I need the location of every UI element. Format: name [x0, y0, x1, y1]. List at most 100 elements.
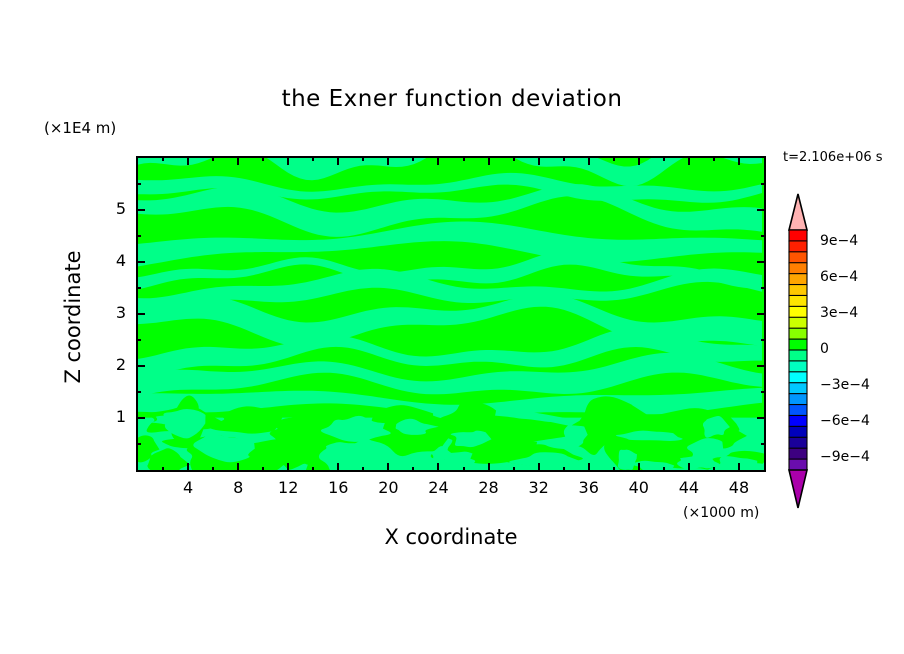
y-tick	[757, 365, 766, 367]
colorbar-tick-label: 3e−4	[820, 305, 859, 321]
y-tick	[136, 417, 145, 419]
x-tick	[687, 463, 690, 472]
x-axis-unit-label: (×1000 m)	[683, 505, 760, 521]
y-tick	[136, 261, 145, 263]
minor-tick	[162, 156, 165, 161]
minor-tick	[212, 156, 215, 161]
minor-tick	[761, 235, 766, 237]
timestamp-label: t=2.106e+06 s	[783, 150, 883, 165]
y-axis-unit-label: (×1E4 m)	[44, 119, 117, 137]
colorbar-cap-bottom	[787, 469, 809, 509]
minor-tick	[662, 467, 665, 472]
minor-tick	[136, 235, 141, 237]
colorbar-cap-top	[787, 193, 809, 231]
minor-tick	[312, 156, 315, 161]
colorbar-band	[788, 240, 808, 253]
y-tick-label: 1	[115, 407, 126, 426]
minor-tick	[136, 443, 141, 445]
colorbar-band	[788, 294, 808, 308]
x-tick	[687, 156, 690, 165]
colorbar-tick-label: 0	[820, 341, 829, 357]
contour-field	[138, 158, 764, 470]
colorbar-band	[788, 262, 808, 275]
colorbar-band	[788, 338, 808, 351]
colorbar-tick-label: −6e−4	[820, 413, 870, 429]
colorbar-band	[788, 436, 808, 450]
minor-tick	[562, 156, 565, 161]
contour-plot-area	[136, 156, 766, 472]
page-title: the Exner function deviation	[281, 86, 623, 112]
colorbar-band	[788, 327, 808, 341]
colorbar-band	[788, 425, 808, 439]
y-tick	[757, 261, 766, 263]
minor-tick	[562, 467, 565, 472]
minor-tick	[136, 183, 141, 185]
colorbar-band	[788, 316, 808, 330]
minor-tick	[761, 443, 766, 445]
x-tick-label: 12	[278, 478, 299, 497]
x-tick-label: 32	[528, 478, 549, 497]
minor-tick	[136, 339, 141, 341]
minor-tick	[662, 156, 665, 161]
minor-tick	[462, 467, 465, 472]
x-tick	[237, 463, 240, 472]
minor-tick	[162, 467, 165, 472]
x-tick-label: 48	[728, 478, 750, 497]
x-tick-label: 24	[428, 478, 449, 497]
colorbar-band	[788, 371, 808, 384]
minor-tick	[761, 339, 766, 341]
x-tick	[487, 463, 490, 472]
minor-tick	[462, 156, 465, 161]
y-tick-label: 2	[115, 355, 126, 374]
colorbar-band	[788, 414, 808, 428]
minor-tick	[312, 467, 315, 472]
x-tick	[337, 156, 340, 165]
colorbar-band	[788, 251, 808, 264]
x-tick-label: 4	[182, 478, 194, 497]
minor-tick	[362, 156, 365, 161]
y-tick	[136, 313, 145, 315]
minor-tick	[761, 183, 766, 185]
x-tick-label: 28	[478, 478, 499, 497]
y-tick	[136, 365, 145, 367]
x-tick	[537, 156, 540, 165]
minor-tick	[262, 156, 265, 161]
x-tick	[387, 156, 390, 165]
minor-tick	[712, 467, 715, 472]
minor-tick	[512, 156, 515, 161]
minor-tick	[761, 391, 766, 393]
x-tick	[187, 156, 190, 165]
y-tick	[757, 209, 766, 211]
minor-tick	[512, 467, 515, 472]
colorbar-tick-label: −3e−4	[820, 377, 870, 393]
x-tick	[437, 156, 440, 165]
x-tick-label: 40	[628, 478, 649, 497]
colorbar-band	[788, 360, 808, 373]
x-tick	[387, 463, 390, 472]
colorbar-gradient	[787, 193, 809, 509]
x-tick	[287, 156, 290, 165]
minor-tick	[262, 467, 265, 472]
colorbar-band	[788, 382, 808, 395]
colorbar-tick-label: 6e−4	[820, 269, 859, 285]
x-axis-title: X coordinate	[384, 525, 518, 549]
y-tick-label: 4	[115, 251, 126, 270]
y-tick	[136, 209, 145, 211]
colorbar-band	[788, 229, 808, 242]
x-tick	[187, 463, 190, 472]
x-tick	[287, 463, 290, 472]
minor-tick	[212, 467, 215, 472]
colorbar-tick-label: 9e−4	[820, 233, 859, 249]
colorbar-band	[788, 403, 808, 417]
y-tick-label: 5	[115, 199, 126, 218]
y-tick-label: 3	[115, 303, 126, 322]
minor-tick	[412, 156, 415, 161]
x-tick	[237, 156, 240, 165]
minor-tick	[412, 467, 415, 472]
minor-tick	[362, 467, 365, 472]
colorbar-band	[788, 283, 808, 297]
minor-tick	[136, 391, 141, 393]
colorbar-band	[788, 273, 808, 286]
y-tick	[757, 417, 766, 419]
x-tick-label: 20	[378, 478, 399, 497]
